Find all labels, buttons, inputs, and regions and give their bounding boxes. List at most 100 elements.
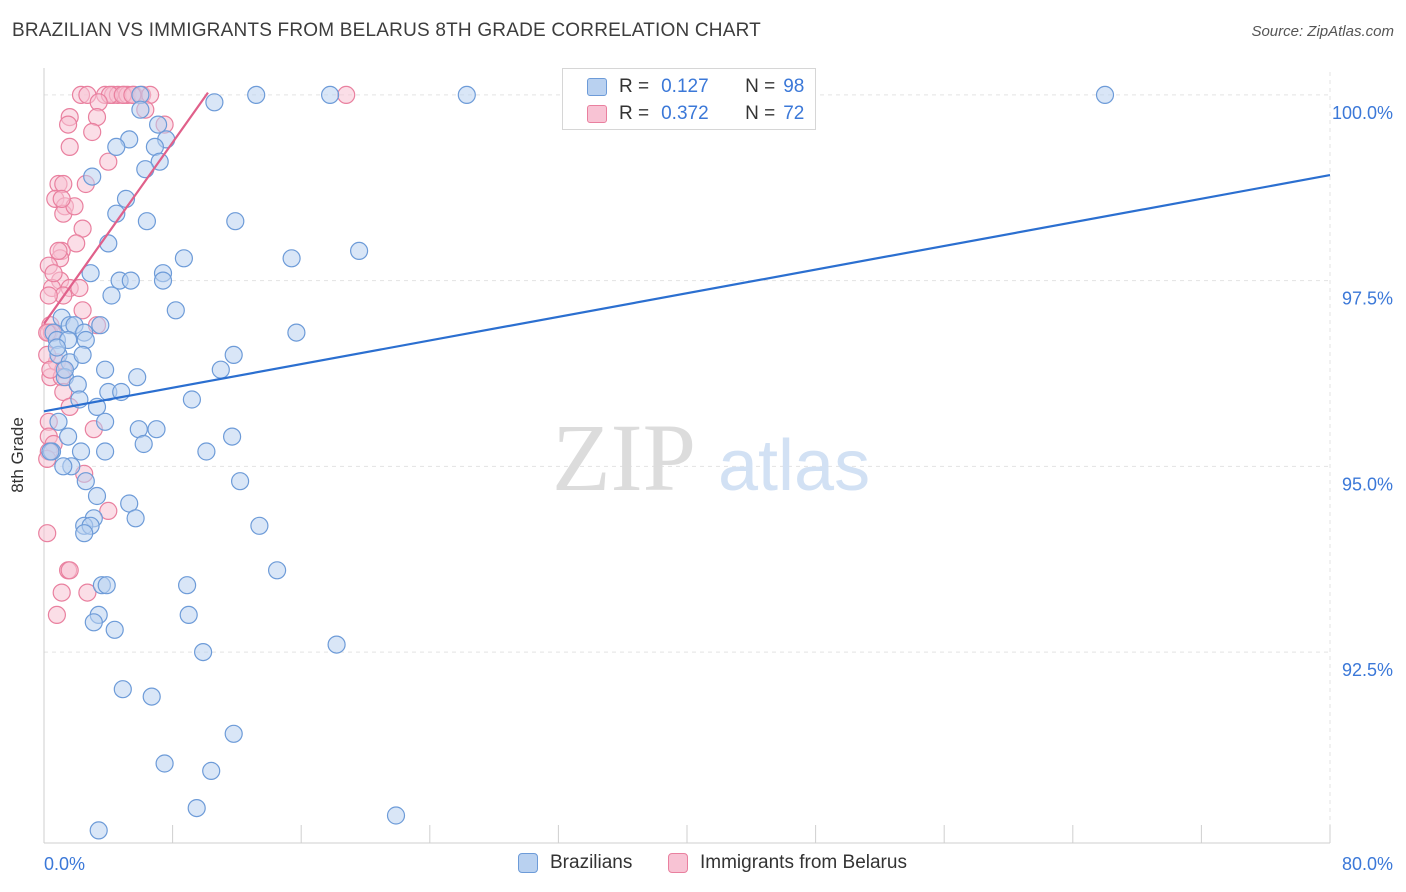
brazilian-point: [149, 115, 168, 134]
belarus-point: [44, 264, 63, 283]
brazilian-point: [47, 338, 67, 357]
brazilian-point: [386, 806, 406, 825]
brazilian-point: [174, 249, 193, 268]
brazilian-point: [49, 412, 68, 431]
belarus-point: [39, 286, 58, 305]
brazilian-point: [54, 457, 73, 476]
belarus-point: [52, 189, 71, 208]
brazilian-point: [202, 761, 221, 781]
legend-row-belarus: R = 0.372 N = 72: [587, 102, 804, 126]
brazilian-point: [58, 427, 78, 446]
legend-r-label: R =: [619, 103, 650, 124]
legend-swatch-blue: [518, 853, 538, 873]
belarus-point: [83, 122, 102, 142]
brazilian-point: [142, 687, 161, 706]
brazilian-point: [155, 754, 174, 773]
brazilian-point: [126, 509, 145, 528]
brazilian-point: [76, 330, 95, 350]
legend-n-value: 98: [783, 76, 805, 97]
legend-swatch-pink: [587, 105, 607, 123]
brazilian-point: [107, 137, 126, 156]
belarus-point: [58, 115, 78, 134]
y-tick-label: 95.0%: [1342, 474, 1393, 494]
belarus-point: [38, 524, 57, 543]
brazilian-point: [83, 167, 102, 186]
belarus-point: [99, 501, 118, 520]
brazilian-point: [166, 301, 185, 320]
belarus-point: [337, 85, 356, 105]
belarus-point: [78, 583, 97, 602]
brazilian-point: [91, 316, 110, 335]
watermark-zip: ZIP: [552, 404, 696, 511]
chart-title: BRAZILIAN VS IMMIGRANTS FROM BELARUS 8TH…: [12, 20, 761, 41]
legend-swatch-blue: [587, 78, 607, 96]
brazilian-point: [178, 576, 197, 595]
belarus-point: [99, 152, 118, 171]
brazilian-point: [128, 368, 147, 387]
brazilian-point: [131, 100, 150, 119]
brazilian-point: [76, 472, 95, 491]
y-tick-label: 97.5%: [1342, 289, 1393, 309]
y-axis-label: 8th Grade: [8, 417, 27, 493]
brazilian-point: [95, 360, 115, 379]
tick-labels: 100.0% 97.5% 95.0% 92.5% 0.0% 80.0%: [44, 103, 1393, 874]
y-tick-label: 100.0%: [1332, 103, 1393, 123]
brazilian-point: [287, 323, 306, 342]
watermark-atlas: atlas: [718, 426, 870, 506]
brazilian-point: [187, 798, 206, 818]
legend-n-label: N =: [745, 103, 776, 124]
brazilian-point: [73, 345, 92, 364]
legend-r-value: 0.127: [661, 76, 709, 97]
legend-n-label: N =: [745, 76, 776, 97]
brazilian-point: [457, 85, 476, 105]
brazilian-point: [182, 390, 201, 409]
brazilian-point: [205, 93, 224, 112]
brazilian-point: [87, 486, 107, 506]
belarus-point: [60, 137, 79, 156]
brazilian-point: [147, 420, 166, 439]
brazilian-point: [89, 821, 108, 840]
brazilians-trend-line: [43, 174, 1331, 413]
brazilian-point: [95, 442, 115, 461]
series-legend: Brazilians Immigrants from Belarus: [0, 852, 1406, 878]
brazilian-point: [99, 234, 118, 253]
belarus-point: [70, 278, 89, 298]
belarus-point: [52, 583, 71, 602]
brazilian-point: [179, 605, 198, 625]
stats-legend: R = 0.127 N = 98 R = 0.372 N = 72: [562, 68, 816, 130]
brazilian-point: [121, 271, 140, 290]
legend-label-belarus: Immigrants from Belarus: [700, 852, 907, 873]
brazilian-point: [75, 524, 94, 543]
brazilian-point: [102, 286, 121, 305]
series-brazilians-points: [41, 85, 1115, 840]
brazilian-point: [197, 442, 216, 461]
brazilian-point: [321, 85, 340, 105]
belarus-point: [49, 241, 68, 260]
brazilian-point: [153, 271, 173, 290]
brazilian-point: [350, 241, 369, 260]
trend-lines: [43, 91, 1331, 413]
x-tick-label: 0.0%: [44, 854, 85, 874]
brazilian-point: [136, 160, 155, 179]
brazilian-point: [134, 434, 153, 454]
brazilian-point: [231, 472, 250, 491]
brazilian-point: [1095, 85, 1115, 105]
belarus-point: [67, 234, 86, 253]
chart-source: Source: ZipAtlas.com: [1251, 23, 1394, 40]
belarus-point: [60, 561, 79, 580]
brazilian-point: [97, 576, 116, 595]
brazilian-point: [327, 635, 346, 654]
brazilian-point: [84, 613, 103, 632]
legend-swatch-pink: [668, 853, 688, 873]
brazilian-point: [223, 427, 242, 446]
belarus-point: [47, 605, 67, 625]
legend-r-label: R =: [619, 76, 650, 97]
brazilian-point: [95, 412, 115, 431]
legend-label-brazilians: Brazilians: [550, 852, 633, 873]
belarus-point: [73, 301, 92, 320]
brazilian-point: [211, 360, 230, 379]
brazilian-point: [224, 345, 243, 364]
belarus-trend-line: [43, 91, 209, 325]
brazilian-point: [268, 561, 287, 580]
